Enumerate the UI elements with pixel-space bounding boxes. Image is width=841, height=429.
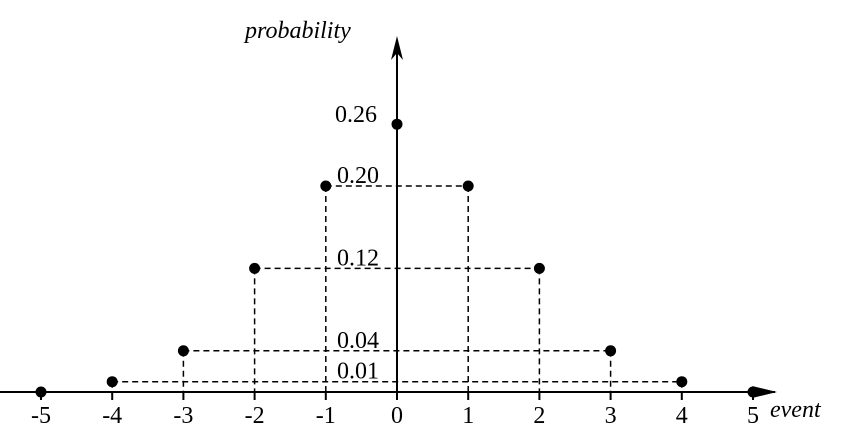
- x-tick-labels: -5 -4 -3 -2 -1 0 1 2 3 4 5: [31, 403, 759, 429]
- data-point: [533, 262, 545, 274]
- x-tick-label: -5: [31, 403, 51, 429]
- x-axis-arrow: [752, 386, 777, 398]
- value-label: 0.12: [337, 245, 379, 271]
- data-point: [747, 386, 759, 398]
- value-label: 0.20: [337, 163, 379, 189]
- data-point: [249, 262, 261, 274]
- data-point: [462, 180, 474, 192]
- data-point: [676, 376, 688, 388]
- x-tick-label: -2: [245, 403, 265, 429]
- axes: [0, 36, 777, 398]
- data-point: [320, 180, 332, 192]
- data-point: [391, 118, 403, 130]
- data-point: [106, 376, 118, 388]
- x-tick-label: 5: [747, 403, 759, 429]
- data-point: [605, 345, 617, 357]
- x-tick-label: 4: [676, 403, 688, 429]
- x-tick-label: -1: [316, 403, 336, 429]
- x-tick-marks: [40, 392, 754, 400]
- x-axis-title: event: [770, 397, 822, 423]
- x-tick-label: 2: [533, 403, 545, 429]
- x-tick-label: 0: [391, 403, 403, 429]
- data-point: [35, 386, 47, 398]
- data-point: [177, 345, 189, 357]
- value-label: 0.01: [337, 359, 379, 385]
- x-tick-label: -4: [102, 403, 122, 429]
- data-points: [35, 118, 759, 398]
- x-tick-label: 1: [462, 403, 474, 429]
- value-label: 0.26: [335, 102, 377, 128]
- value-label: 0.04: [337, 328, 379, 354]
- y-axis-arrow: [391, 36, 403, 60]
- value-labels: 0.26 0.20 0.12 0.04 0.01: [335, 102, 379, 385]
- x-tick-label: 3: [605, 403, 617, 429]
- x-tick-label: -3: [173, 403, 193, 429]
- y-axis-title: probability: [243, 18, 351, 44]
